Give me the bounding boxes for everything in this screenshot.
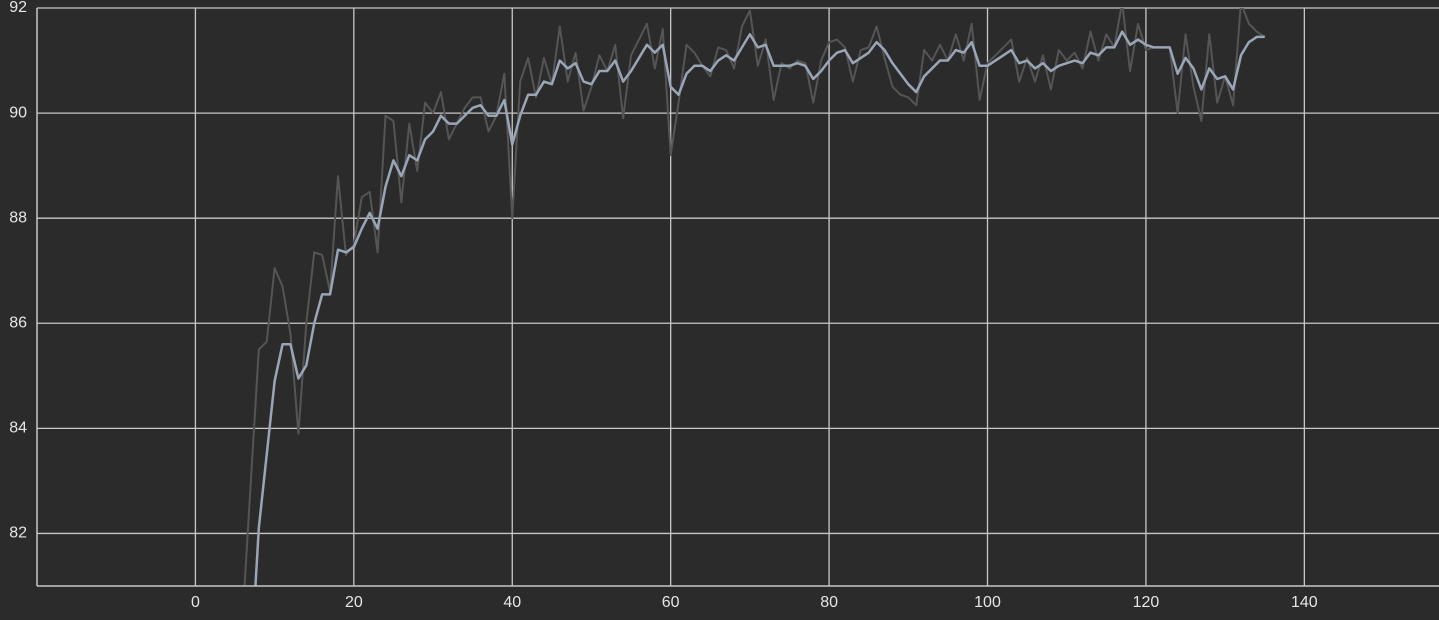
y-tick-label: 84	[9, 420, 27, 437]
y-tick-label: 90	[9, 104, 27, 121]
grid	[37, 7, 1439, 586]
x-tick-label: 20	[345, 594, 363, 611]
x-tick-label: 100	[974, 594, 1001, 611]
x-tick-label: 40	[503, 594, 521, 611]
x-tick-label: 60	[662, 594, 680, 611]
x-tick-label: 120	[1133, 594, 1160, 611]
tick-labels: 0 20 40 60 80 100 120 140 82 84 86 88 90 92	[9, 0, 1318, 611]
y-tick-label: 86	[9, 314, 27, 331]
plot-area	[243, 8, 1266, 586]
y-tick-label: 88	[9, 209, 27, 226]
x-tick-label: 0	[191, 594, 200, 611]
series-line	[254, 30, 1265, 586]
y-tick-label: 92	[9, 0, 27, 16]
y-tick-label: 82	[9, 525, 27, 542]
series-line	[243, 8, 1266, 586]
x-tick-label: 80	[820, 594, 838, 611]
x-tick-label: 140	[1291, 594, 1318, 611]
